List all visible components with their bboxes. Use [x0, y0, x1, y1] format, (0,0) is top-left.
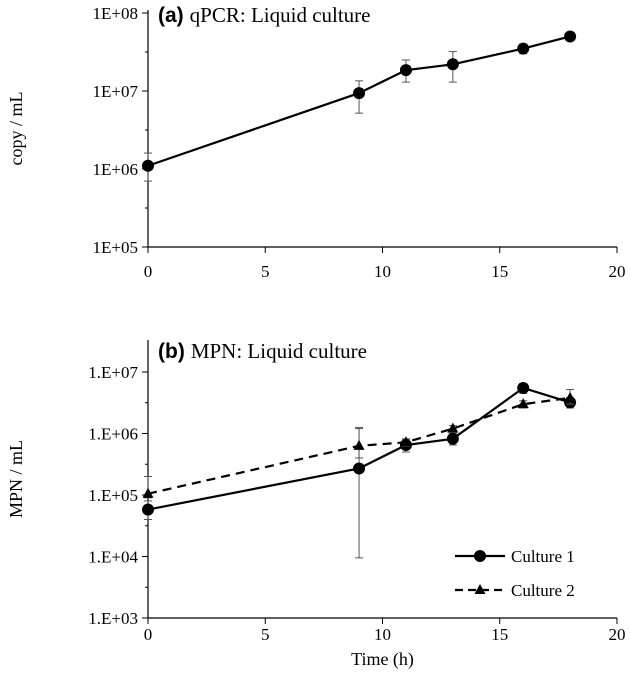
- data-point-circle: [517, 42, 530, 55]
- chart-title-tag: (b): [158, 340, 185, 363]
- x-tick-label: 5: [261, 262, 270, 281]
- y-tick-label: 1E+06: [93, 160, 138, 179]
- data-point-circle: [353, 462, 366, 475]
- legend-marker-triangle: [474, 584, 486, 594]
- data-point-circle: [564, 30, 577, 43]
- chart-title-tag: (a): [158, 4, 184, 27]
- x-tick-label: 15: [491, 262, 508, 281]
- data-point-circle: [142, 503, 154, 516]
- legend-label: Culture 2: [511, 581, 575, 600]
- legend: Culture 1 Culture 2: [455, 547, 575, 600]
- x-tick-label: 15: [491, 625, 508, 644]
- data-point-triangle: [517, 398, 529, 409]
- data-point-circle: [353, 87, 366, 100]
- series-Culture 1: [142, 381, 577, 559]
- data-point-triangle: [353, 439, 365, 450]
- x-tick-label: 5: [261, 625, 270, 644]
- y-tick-label: 1E+07: [93, 82, 139, 101]
- series-0: [142, 30, 577, 182]
- series-line: [147, 386, 571, 511]
- data-point-triangle: [564, 391, 576, 402]
- y-tick-label: 1.E+03: [88, 609, 138, 628]
- data-point-circle: [399, 64, 412, 77]
- series-line: [147, 396, 571, 495]
- chart-title-text: MPN: Liquid culture: [191, 339, 367, 363]
- data-point-triangle: [400, 436, 412, 447]
- panel-b: 1.E+03 1.E+04 1.E+05 1.E+06 1.E+07 0 5 10 15 20 MP…: [6, 339, 626, 670]
- y-tick-label: 1E+05: [93, 238, 138, 257]
- x-tick-label: 0: [144, 262, 153, 281]
- panel-a: 1E+05 1E+06 1E+07 1E+08 0 5 10 15 20 copy / mL (a)…: [6, 3, 626, 281]
- x-tick-label: 20: [609, 625, 626, 644]
- x-tick-label: 0: [144, 625, 153, 644]
- x-tick-label: 10: [374, 625, 391, 644]
- y-axis-label: copy / mL: [6, 92, 26, 166]
- chart-title: (b) MPN: Liquid culture: [158, 339, 367, 363]
- x-tick-label: 10: [374, 262, 391, 281]
- series-line: [147, 35, 571, 167]
- x-axis-label: Time (h): [351, 649, 414, 670]
- data-point-triangle: [142, 487, 154, 498]
- chart-title-text: qPCR: Liquid culture: [190, 3, 371, 27]
- y-tick-label: 1.E+05: [88, 486, 138, 505]
- data-point-circle: [142, 159, 154, 172]
- data-point-circle: [446, 58, 459, 71]
- series-Culture 2: [142, 388, 576, 499]
- data-point-circle: [517, 381, 530, 394]
- y-tick-label: 1E+08: [93, 4, 138, 23]
- legend-marker-circle: [474, 550, 486, 562]
- legend-label: Culture 1: [511, 547, 575, 566]
- chart-title: (a) qPCR: Liquid culture: [158, 3, 371, 27]
- data-point-triangle: [447, 422, 459, 433]
- y-axis-label: MPN / mL: [6, 440, 26, 518]
- data-point-circle: [446, 432, 459, 445]
- y-tick-label: 1.E+07: [88, 363, 138, 382]
- x-tick-label: 20: [609, 262, 626, 281]
- y-tick-label: 1.E+06: [88, 425, 138, 444]
- y-tick-label: 1.E+04: [88, 548, 138, 567]
